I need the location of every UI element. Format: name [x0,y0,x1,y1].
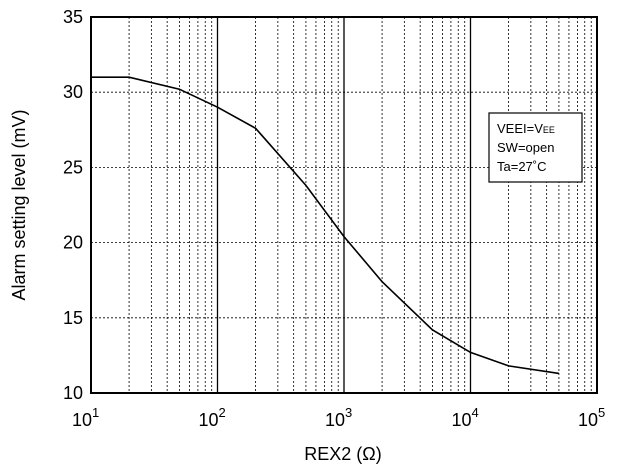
x-tick-label: 10 1 [72,405,99,430]
plot-frame [90,16,598,394]
annotation-line: Ta=27˚C [497,159,547,174]
x-tick-exponent: 4 [472,405,479,420]
x-tick-label: 10 2 [198,405,225,430]
x-tick-exponent: 1 [92,405,99,420]
x-tick-labels: 10 1 10 2 10 3 10 4 10 5 [72,405,605,430]
major-gridlines [216,17,472,393]
y-tick-label: 10 [63,383,83,403]
condition-annotation: VEEI=VEE SW=open Ta=27˚C [488,112,583,183]
x-tick-base: 10 [451,410,471,430]
x-tick-label: 10 4 [451,405,478,430]
x-tick-base: 10 [325,410,345,430]
x-tick-base: 10 [578,410,598,430]
y-tick-label: 35 [63,7,83,27]
x-tick-label: 10 3 [325,405,352,430]
y-tick-labels: 10 15 20 25 30 35 [63,7,83,403]
y-axis-label: Alarm setting level (mV) [9,109,29,300]
series-line [91,76,560,375]
x-tick-base: 10 [72,410,92,430]
y-tick-label: 15 [63,308,83,328]
y-tick-label: 25 [63,157,83,177]
y-tick-label: 20 [63,233,83,253]
annotation-text: Ta=27˚C [497,159,547,174]
x-tick-label: 10 5 [578,405,605,430]
x-tick-base: 10 [198,410,218,430]
x-tick-exponent: 2 [219,405,226,420]
annotation-subscript: EE [543,125,555,135]
annotation-box [488,112,583,183]
x-tick-exponent: 5 [598,405,605,420]
annotation-line: SW=open [497,140,554,155]
annotation-text: SW=open [497,140,554,155]
y-tick-label: 30 [63,82,83,102]
x-tick-exponent: 3 [345,405,352,420]
annotation-line: VEEI=VEE [497,121,555,136]
annotation-text: VEEI=V [497,121,543,136]
x-axis-label: REX2 (Ω) [304,444,381,464]
